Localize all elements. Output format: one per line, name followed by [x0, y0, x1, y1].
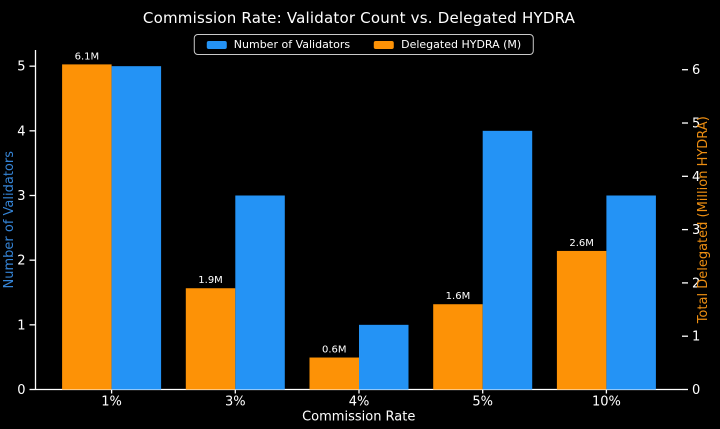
x-tick-label: 1% [101, 395, 122, 410]
y-right-tick-label: 5 [692, 117, 700, 132]
legend-item-validators: Number of Validators [206, 38, 351, 51]
bar-value-label: 6.1M [75, 51, 100, 62]
x-tick-label: 4% [349, 395, 370, 410]
bar-delegated-10% [556, 250, 607, 390]
legend-label: Delegated HYDRA (M) [401, 38, 522, 51]
bar-delegated-5% [433, 304, 483, 390]
x-tick-label: 5% [472, 395, 493, 410]
y-right-tick-label: 6 [692, 63, 700, 78]
chart-title: Commission Rate: Validator Count vs. Del… [142, 9, 576, 27]
y-right-tick-label: 1 [692, 330, 700, 345]
bar-validators-1% [111, 66, 162, 390]
bar-value-label: 1.9M [198, 275, 223, 286]
bar-delegated-3% [185, 288, 236, 390]
legend: Number of Validators Delegated HYDRA (M) [193, 34, 535, 55]
y-left-tick-label: 2 [17, 254, 25, 269]
y-right-tick-label: 0 [692, 383, 700, 398]
bar-validators-5% [482, 130, 533, 390]
y-left-tick-label: 0 [17, 383, 25, 398]
bar-validators-10% [606, 195, 656, 390]
bar-value-label: 2.6M [569, 238, 594, 249]
y-axis-left-label: Number of Validators [2, 151, 17, 289]
bar-value-label: 0.6M [322, 345, 347, 356]
y-axis-right-label: Total Delegated (Million HYDRA) [696, 116, 711, 324]
y-right-tick-label: 2 [692, 276, 700, 291]
bar-validators-4% [359, 324, 409, 390]
y-right-tick-label: 4 [692, 170, 700, 185]
legend-swatch-orange-icon [374, 40, 395, 49]
bar-delegated-4% [309, 357, 359, 390]
bar-delegated-1% [62, 64, 112, 390]
bar-value-label: 1.6M [446, 291, 471, 302]
y-left-tick-label: 1 [17, 318, 25, 333]
x-tick-label: 10% [592, 395, 621, 410]
x-axis-label: Commission Rate [302, 410, 415, 425]
bar-validators-3% [235, 195, 285, 390]
y-right-tick-label: 3 [692, 223, 700, 238]
y-left-tick-label: 5 [17, 60, 25, 75]
y-left-tick-label: 4 [17, 124, 25, 139]
legend-swatch-blue-icon [206, 40, 227, 49]
x-tick-label: 3% [225, 395, 246, 410]
y-left-tick-label: 3 [17, 189, 25, 204]
legend-label: Number of Validators [233, 38, 351, 51]
legend-item-delegated: Delegated HYDRA (M) [374, 38, 521, 51]
